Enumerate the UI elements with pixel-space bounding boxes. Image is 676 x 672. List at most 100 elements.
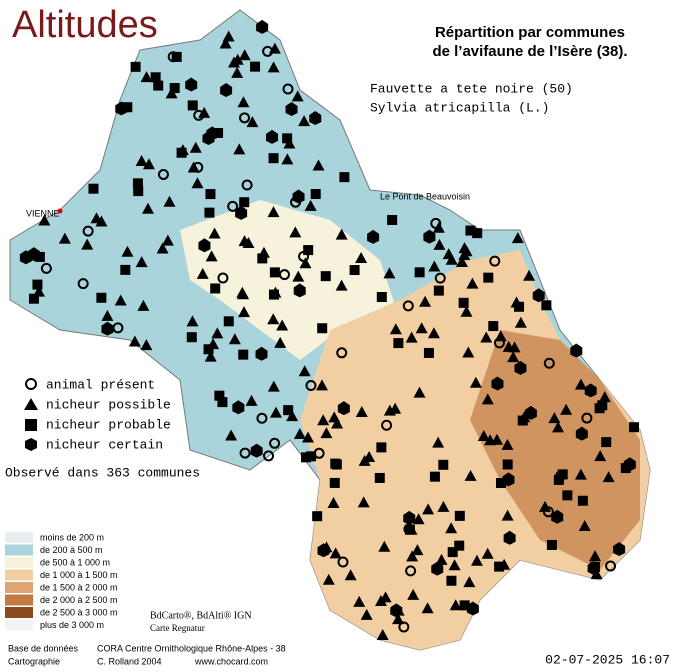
- marker-probable: [257, 253, 268, 264]
- marker-possible: [281, 153, 294, 165]
- marker-possible: [298, 365, 311, 377]
- marker-probable: [282, 133, 293, 144]
- marker-certain: [466, 601, 479, 616]
- marker-certain: [266, 129, 279, 144]
- credit: Base de données: [8, 643, 79, 653]
- marker-possible: [511, 232, 524, 244]
- marker-present: [605, 560, 617, 572]
- marker-possible: [445, 253, 458, 265]
- marker-probable: [203, 344, 214, 355]
- altitude-label: de 200 à 500 m: [40, 545, 103, 555]
- marker-possible: [363, 451, 376, 463]
- marker-probable: [488, 321, 499, 332]
- marker-probable: [317, 323, 328, 334]
- marker-present: [381, 419, 393, 431]
- marker-present: [167, 51, 179, 63]
- marker-possible: [237, 96, 250, 108]
- marker-certain: [232, 400, 245, 415]
- marker-certain: [403, 510, 416, 525]
- marker-present: [398, 621, 410, 633]
- marker-probable: [150, 72, 161, 83]
- altitude-label: moins de 200 m: [40, 532, 104, 542]
- marker-possible: [298, 115, 311, 127]
- marker-possible: [510, 296, 523, 308]
- marker-present: [337, 556, 349, 568]
- marker-present: [282, 83, 294, 95]
- marker-present: [434, 272, 446, 284]
- marker-possible: [422, 503, 435, 515]
- marker-present: [269, 437, 281, 449]
- legend-label: nicheur probable: [46, 417, 171, 432]
- marker-possible: [208, 227, 221, 239]
- marker-probable: [483, 272, 494, 283]
- marker-possible: [514, 316, 527, 328]
- marker-present: [402, 300, 414, 312]
- marker-certain: [423, 229, 436, 244]
- marker-possible: [407, 588, 420, 600]
- marker-probable: [217, 397, 228, 408]
- marker-possible: [442, 248, 455, 260]
- marker-possible: [238, 306, 251, 318]
- marker-possible: [135, 256, 148, 268]
- marker-possible: [378, 540, 391, 552]
- marker-possible: [135, 155, 148, 167]
- marker-possible: [328, 411, 341, 423]
- marker-probable: [130, 61, 141, 72]
- marker-present: [278, 269, 290, 281]
- marker-possible: [161, 234, 174, 246]
- marker-possible: [228, 333, 241, 345]
- marker-possible: [428, 260, 441, 272]
- marker-probable: [120, 264, 131, 275]
- marker-possible: [574, 378, 587, 390]
- heading: de l’avifaune de l’Isère (38).: [432, 43, 627, 60]
- species-name: Fauvette a tete noire (50): [370, 81, 573, 96]
- marker-possible: [507, 351, 520, 363]
- marker-present: [405, 565, 417, 577]
- marker-possible: [435, 553, 448, 565]
- marker-probable: [303, 245, 314, 256]
- altitude-swatch: [5, 569, 33, 581]
- marker-probable: [28, 293, 39, 304]
- markers: [19, 19, 640, 641]
- marker-possible: [156, 242, 169, 254]
- marker-possible: [481, 393, 494, 405]
- marker-probable: [122, 102, 133, 113]
- marker-present: [336, 347, 348, 359]
- marker-probable: [376, 291, 387, 302]
- marker-possible: [501, 509, 514, 521]
- marker-probable: [454, 540, 465, 551]
- legend-label: animal présent: [46, 377, 155, 392]
- altitude-label: de 500 à 1 000 m: [40, 557, 110, 567]
- marker-possible: [523, 269, 536, 281]
- marker-possible: [32, 285, 45, 297]
- credit: Carte Regnatur: [150, 623, 205, 633]
- marker-certain: [524, 405, 537, 420]
- marker-probable: [306, 451, 317, 462]
- marker-probable: [349, 265, 360, 276]
- marker-possible: [289, 226, 302, 238]
- marker-possible: [445, 522, 458, 534]
- marker-probable: [210, 283, 221, 294]
- marker-present: [227, 200, 239, 212]
- marker-certain: [292, 189, 305, 204]
- marker-probable: [546, 539, 557, 550]
- marker-possible: [245, 394, 258, 406]
- place-label: Le Pont de Beauvoisin: [380, 191, 470, 201]
- marker-possible: [502, 340, 515, 352]
- marker-probable: [429, 471, 440, 482]
- marker-probable: [186, 332, 197, 343]
- marker-present: [263, 450, 275, 462]
- marker-possible: [231, 53, 244, 65]
- title: Altitudes: [12, 4, 158, 46]
- altitude-swatch: [5, 607, 33, 618]
- marker-possible: [392, 613, 405, 625]
- marker-possible: [389, 323, 402, 335]
- marker-certain: [220, 82, 233, 97]
- marker-certain: [575, 426, 588, 441]
- marker-possible: [460, 245, 473, 257]
- marker-possible: [204, 350, 217, 362]
- marker-probable: [88, 183, 99, 194]
- marker-possible: [327, 496, 340, 508]
- marker-certain: [185, 77, 198, 92]
